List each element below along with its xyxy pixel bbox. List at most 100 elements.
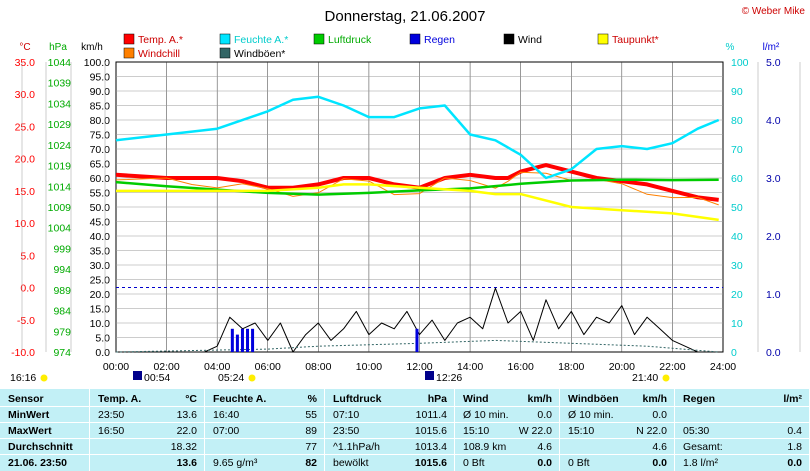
table-cell: 0 Bft 0.0	[455, 456, 560, 471]
table-cell-value: 82	[305, 457, 317, 469]
table-cell-text: Regen	[683, 393, 716, 405]
legend-label: Windchill	[138, 48, 180, 60]
table-cell-text: MinWert	[8, 409, 50, 421]
sun-icon	[662, 374, 670, 382]
time-mark-label: 00:54	[144, 372, 170, 384]
wind-tick: 70.0	[90, 144, 111, 156]
table-cell-text: 23:50	[333, 425, 360, 437]
table-cell: 4.6	[560, 440, 675, 455]
table-cell-value: 1015.6	[414, 425, 447, 437]
wind-tick: 65.0	[90, 159, 111, 171]
table-cell-value: W 22.0	[518, 425, 552, 437]
x-tick: 16:00	[508, 361, 534, 373]
table-cell-text: 16:40	[213, 409, 240, 421]
x-tick: 20:00	[609, 361, 635, 373]
table-cell: Feuchte A.%	[205, 392, 325, 407]
table-cell: 21.06. 23:50	[0, 456, 90, 471]
table-cell: Durchschnitt	[0, 440, 90, 455]
wind-tick: 90.0	[90, 86, 111, 98]
pressure-tick: 1044	[48, 57, 72, 69]
legend: Temp. A.* Feuchte A.* Luftdruck Regen Wind Ta…	[123, 33, 659, 60]
legend-swatch	[123, 47, 135, 59]
x-tick: 14:00	[457, 361, 483, 373]
legend-label: Wind	[518, 34, 542, 46]
summary-table: Sensor Temp. A. °C Feuchte A.% Luftdruck hPa W…	[0, 389, 810, 471]
table-cell: ^1.1hPa/h 1013.4	[325, 440, 455, 455]
table-cell-text: Luftdruck	[333, 393, 382, 405]
x-tick: 06:00	[255, 361, 281, 373]
table-cell: MinWert	[0, 408, 90, 423]
table-cell-text: 9.65 g/m³	[213, 457, 258, 469]
legend-swatch	[503, 33, 515, 45]
humidity-tick: 30	[731, 260, 743, 272]
table-cell-text: Durchschnitt	[8, 441, 73, 453]
wind-tick: 75.0	[90, 130, 111, 142]
table-cell-text: Temp. A.	[98, 393, 142, 405]
time-mark-label: 16:16	[10, 372, 36, 384]
table-cell-text: Windböen	[568, 393, 619, 405]
rain-bar	[240, 328, 244, 352]
wind-tick: 20.0	[90, 289, 111, 301]
table-row-divider	[0, 406, 810, 407]
x-tick: 02:00	[153, 361, 179, 373]
table-cell-value: 0.4	[787, 425, 802, 437]
table-cell-text: Ø 10 min.	[568, 409, 614, 421]
pressure-tick: 974	[53, 347, 71, 359]
unit-wind: km/h	[81, 42, 103, 53]
wind-tick: 85.0	[90, 101, 111, 113]
table-cell: Gesamt: 1.8	[675, 440, 810, 455]
table-cell: Wind km/h	[455, 392, 560, 407]
table-cell-value: 77	[305, 441, 317, 453]
windchill-line	[115, 171, 719, 206]
table-cell-value: 0.0	[537, 457, 552, 469]
legend-swatch	[123, 33, 135, 45]
chart-title: Donnerstag, 21.06.2007	[325, 8, 486, 25]
table-cell-text: bewölkt	[333, 457, 369, 469]
table-cell-value: 1011.4	[415, 409, 447, 421]
series-line	[115, 178, 719, 196]
table-cell-value: 0.0	[652, 457, 667, 469]
wind-tick: 15.0	[90, 304, 111, 316]
rain-bar	[251, 328, 255, 352]
rain-bar	[230, 328, 234, 352]
rain-tick: 3.0	[766, 173, 781, 185]
pressure-tick: 1014	[48, 181, 72, 193]
temp-tick: 5.0	[20, 250, 35, 262]
moon-icon	[133, 371, 142, 380]
time-mark-label: 21:40	[632, 372, 658, 384]
table-cell-text: 21.06. 23:50	[8, 457, 67, 469]
table-cell-text: 108.9 km	[463, 441, 507, 453]
series-line	[115, 95, 720, 180]
x-tick: 24:00	[710, 361, 736, 373]
table-cell-text: 1.8 l/m²	[683, 457, 719, 469]
temp-tick: 30.0	[15, 89, 36, 101]
table-cell-text: 07:00	[213, 425, 240, 437]
table-cell: 23:50 13.6	[90, 408, 205, 423]
table-cell-text: Ø 10 min.	[463, 409, 509, 421]
table-cell: 15:10 W 22.0	[455, 424, 560, 439]
table-cell-value: °C	[185, 393, 197, 405]
table-row-divider	[0, 438, 810, 439]
rain-bar	[415, 328, 419, 352]
axes: 35.0 30.0 25.0 20.0 15.0 10.0 5.0 0.0 -5.0 -10.0 1…	[11, 57, 801, 373]
table-cell-text: 23:50	[98, 409, 125, 421]
table-cell: 9.65 g/m³ 82	[205, 456, 325, 471]
pressure-tick: 1024	[48, 140, 72, 152]
legend-swatch	[219, 47, 231, 59]
series-line	[116, 183, 719, 222]
table-cell: Temp. A. °C	[90, 392, 205, 407]
temp-tick: -10.0	[11, 347, 35, 359]
legend-swatch	[597, 33, 609, 45]
table-cell: 13.6	[90, 456, 205, 471]
table-cell-value: 18.32	[170, 441, 197, 453]
table-cell-value: 55	[305, 409, 317, 421]
table-cell: 15:10 N 22.0	[560, 424, 675, 439]
rain-bar	[235, 334, 239, 352]
grid	[115, 61, 724, 353]
moon-icon	[425, 371, 434, 380]
table-column	[325, 389, 455, 471]
table-column	[0, 389, 90, 471]
wind-tick: 5.0	[95, 333, 110, 345]
unit-temp: °C	[19, 42, 30, 53]
rain-tick: 0.0	[766, 347, 781, 359]
